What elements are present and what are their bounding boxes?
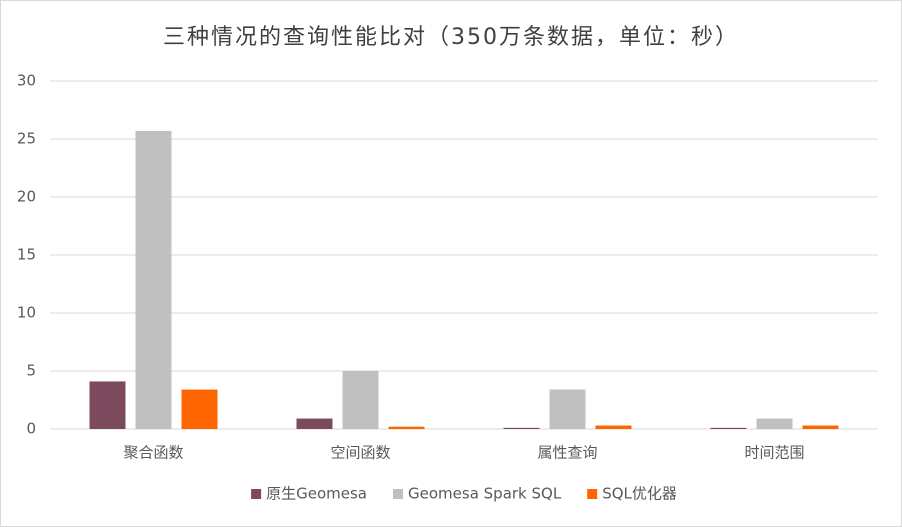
bar <box>503 427 540 429</box>
bar <box>802 425 839 429</box>
x-tick-label: 聚合函数 <box>123 444 183 462</box>
chart-title: 三种情况的查询性能比对（350万条数据，单位：秒） <box>163 25 739 50</box>
bar <box>549 389 586 429</box>
legend-swatch <box>393 489 404 499</box>
x-tick-label: 时间范围 <box>744 444 804 462</box>
y-tick-label: 25 <box>17 130 36 148</box>
legend: 原生Geomesa Geomesa Spark SQL SQL优化器 <box>251 485 677 503</box>
y-tick-label: 15 <box>17 246 36 264</box>
y-tick-label: 10 <box>17 304 36 322</box>
bar <box>710 427 747 429</box>
legend-swatch <box>587 489 598 499</box>
bar <box>135 130 172 429</box>
y-tick-label: 20 <box>17 188 36 206</box>
bar <box>756 418 793 429</box>
legend-label: Geomesa Spark SQL <box>408 485 562 503</box>
bar <box>388 426 425 429</box>
bar <box>296 418 333 429</box>
x-tick-label: 空间函数 <box>330 444 390 462</box>
y-tick-label: 30 <box>17 72 36 90</box>
bar <box>595 425 632 429</box>
y-tick-label: 0 <box>26 420 36 438</box>
bar <box>342 371 379 429</box>
y-tick-label: 5 <box>26 362 36 380</box>
bar <box>181 389 218 429</box>
legend-swatch <box>251 489 262 499</box>
legend-label: SQL优化器 <box>602 485 677 503</box>
bar <box>89 381 126 429</box>
x-tick-label: 属性查询 <box>537 444 597 462</box>
legend-label: 原生Geomesa <box>266 485 367 503</box>
